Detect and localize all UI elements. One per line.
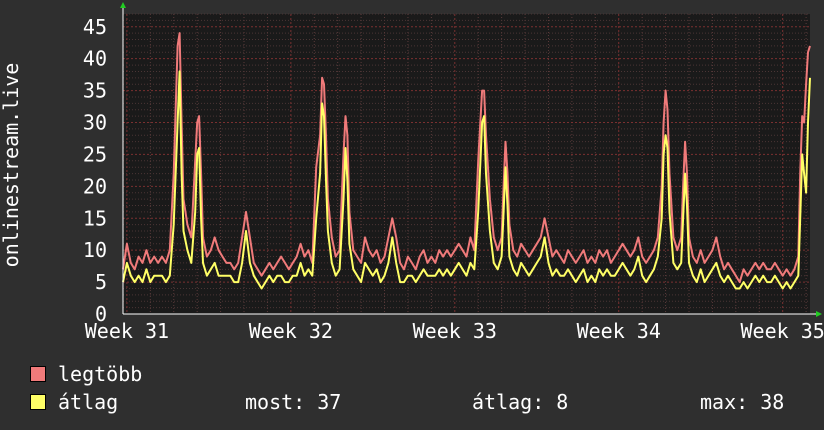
legend-label-avg: átlag — [58, 390, 119, 414]
x-tick-label: Week 34 — [577, 319, 661, 343]
y-tick-label: 30 — [83, 111, 107, 135]
stat-max: max: 38 — [700, 390, 785, 414]
y-tick-label: 40 — [83, 47, 107, 71]
x-axis-arrow-icon — [816, 311, 822, 317]
y-tick-label: 35 — [83, 79, 107, 103]
x-tick-label: Week 31 — [85, 319, 169, 343]
legend-label-max: legtöbb — [58, 362, 143, 386]
y-tick-label: 20 — [83, 174, 107, 198]
y-axis-label: onlinestream.live — [0, 63, 23, 268]
series-line-avg — [122, 70, 811, 290]
y-tick-label: 45 — [83, 15, 107, 39]
y-tick-label: 10 — [83, 238, 107, 262]
y-tick-label: 25 — [83, 142, 107, 166]
stat-avg: átlag: 8 — [472, 390, 569, 414]
y-axis-arrow-icon — [120, 2, 126, 8]
y-tick-label: 0 — [95, 302, 107, 326]
legend-swatch-avg — [30, 394, 46, 410]
series-layer — [122, 32, 811, 290]
y-tick-label: 5 — [95, 270, 107, 294]
plot-area — [123, 14, 810, 314]
axes: 0 5 10 15 20 25 30 35 40 45 Week 31 Week 32 Week 33 W… — [83, 2, 824, 343]
stat-now: most: 37 — [245, 390, 342, 414]
x-tick-label: Week 33 — [413, 319, 497, 343]
series-line-max — [122, 32, 811, 284]
y-tick-label: 15 — [83, 206, 107, 230]
legend-item-avg: átlag — [30, 390, 119, 414]
x-tick-label: Week 35 — [741, 319, 824, 343]
legend-item-max: legtöbb — [30, 362, 143, 386]
legend-swatch-max — [30, 366, 46, 382]
x-tick-label: Week 32 — [249, 319, 333, 343]
